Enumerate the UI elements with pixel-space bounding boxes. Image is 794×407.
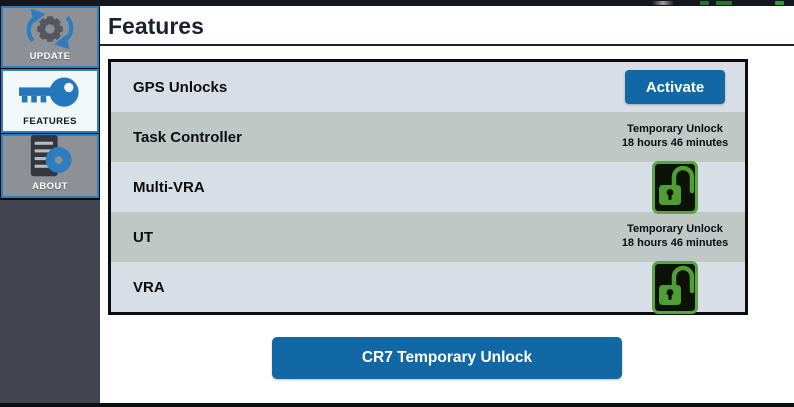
status-fragment: [700, 1, 709, 5]
sidebar-item-features[interactable]: FEATURES: [1, 69, 99, 133]
sidebar-item-label: FEATURES: [23, 116, 77, 127]
status-line1: Temporary Unlock: [627, 123, 723, 136]
status-fragment: [775, 1, 784, 5]
sidebar-item-about[interactable]: ABOUT: [1, 134, 99, 198]
table-row-ut: UT Temporary Unlock 18 hours 46 minutes: [111, 212, 745, 262]
status-line1: Temporary Unlock: [627, 223, 723, 236]
sidebar-item-label: UPDATE: [29, 51, 71, 62]
sidebar-tiles: UPDATE FEATURES: [0, 6, 100, 200]
unlock-status: Temporary Unlock 18 hours 46 minutes: [622, 123, 728, 151]
title-divider: [100, 44, 794, 46]
server-disc-icon: [3, 135, 97, 181]
status-bar: [0, 0, 794, 6]
sidebar-item-update[interactable]: UPDATE: [1, 6, 99, 68]
sidebar: UPDATE FEATURES: [0, 0, 100, 403]
table-row-gps-unlocks: GPS Unlocks Activate: [111, 62, 745, 112]
cr7-temporary-unlock-button[interactable]: CR7 Temporary Unlock: [272, 337, 622, 379]
open-padlock-icon[interactable]: [652, 260, 698, 314]
feature-name: Task Controller: [133, 128, 242, 146]
activate-button[interactable]: Activate: [625, 70, 725, 104]
open-padlock-icon[interactable]: [652, 160, 698, 214]
sidebar-item-label: ABOUT: [32, 181, 68, 192]
status-line2: 18 hours 46 minutes: [621, 237, 729, 249]
status-line2: 18 hours 46 minutes: [621, 137, 729, 149]
main-content: Features GPS Unlocks Activate Task Contr…: [100, 6, 794, 403]
table-row-vra: VRA: [111, 260, 745, 314]
status-fragment: [652, 1, 674, 5]
feature-name: VRA: [133, 278, 165, 296]
feature-name: Multi-VRA: [133, 178, 205, 196]
unlock-status: Temporary Unlock 18 hours 46 minutes: [622, 223, 728, 251]
table-row-multi-vra: Multi-VRA: [111, 160, 745, 214]
page-title: Features: [108, 13, 204, 39]
gear-refresh-icon: [3, 7, 97, 51]
feature-name: GPS Unlocks: [133, 78, 228, 96]
feature-name: UT: [133, 228, 153, 246]
bottom-edge-bar: [0, 403, 794, 407]
table-row-task-controller: Task Controller Temporary Unlock 18 hour…: [111, 112, 745, 162]
key-icon: [3, 71, 97, 116]
features-table: GPS Unlocks Activate Task Controller Tem…: [108, 59, 748, 315]
status-fragment: [716, 1, 732, 5]
